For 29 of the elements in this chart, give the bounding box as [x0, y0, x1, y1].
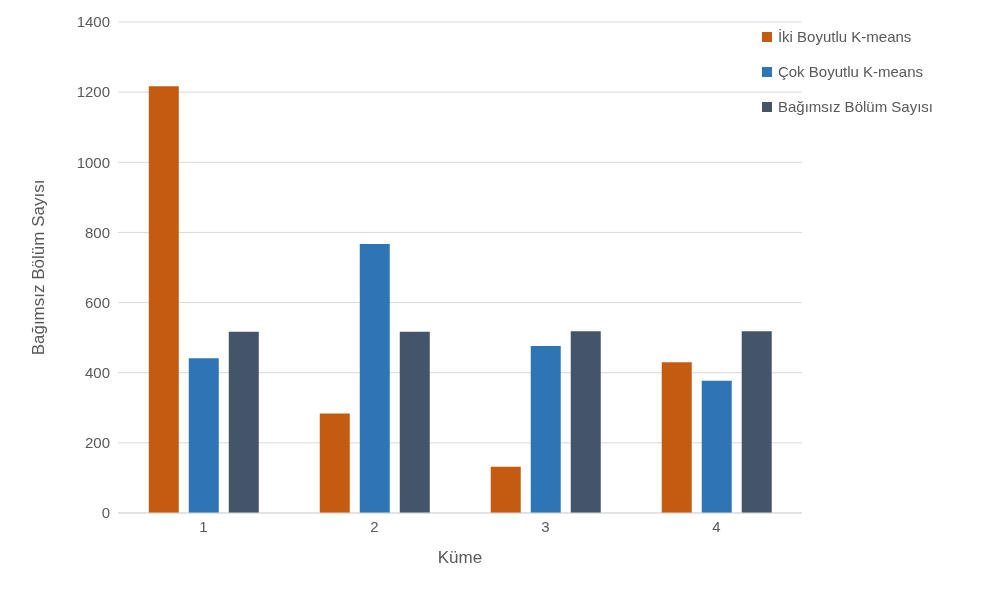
x-tick-label: 3 — [541, 517, 550, 535]
x-tick-label: 2 — [370, 517, 379, 535]
bar — [661, 362, 692, 513]
bar — [701, 380, 732, 513]
y-axis-title: Bağımsız Bölüm Sayısı — [29, 179, 49, 356]
y-tick-label: 800 — [84, 223, 110, 241]
y-tick-label: 1200 — [76, 83, 110, 101]
legend-label: Bağımsız Bölüm Sayısı — [777, 98, 933, 115]
y-tick-label: 0 — [101, 504, 110, 522]
y-tick-label: 600 — [84, 293, 110, 311]
legend-label: İki Boyutlu K-means — [777, 28, 912, 45]
y-tick-label: 200 — [84, 434, 110, 452]
x-tick-label: 1 — [199, 517, 208, 535]
bar — [399, 331, 430, 513]
bar — [570, 331, 601, 513]
y-tick-label: 1400 — [76, 13, 110, 31]
bar — [319, 413, 350, 513]
x-tick-label: 4 — [712, 517, 721, 535]
x-axis-title: Küme — [437, 548, 483, 567]
bar — [490, 466, 521, 513]
y-tick-label: 1000 — [76, 153, 110, 171]
y-tick-label: 400 — [84, 364, 110, 382]
bar — [359, 244, 390, 513]
bar — [188, 358, 219, 513]
bar — [228, 331, 259, 513]
bar — [530, 346, 561, 513]
bar — [148, 86, 179, 513]
legend-label: Çok Boyutlu K-means — [777, 63, 924, 80]
bar — [741, 331, 772, 513]
